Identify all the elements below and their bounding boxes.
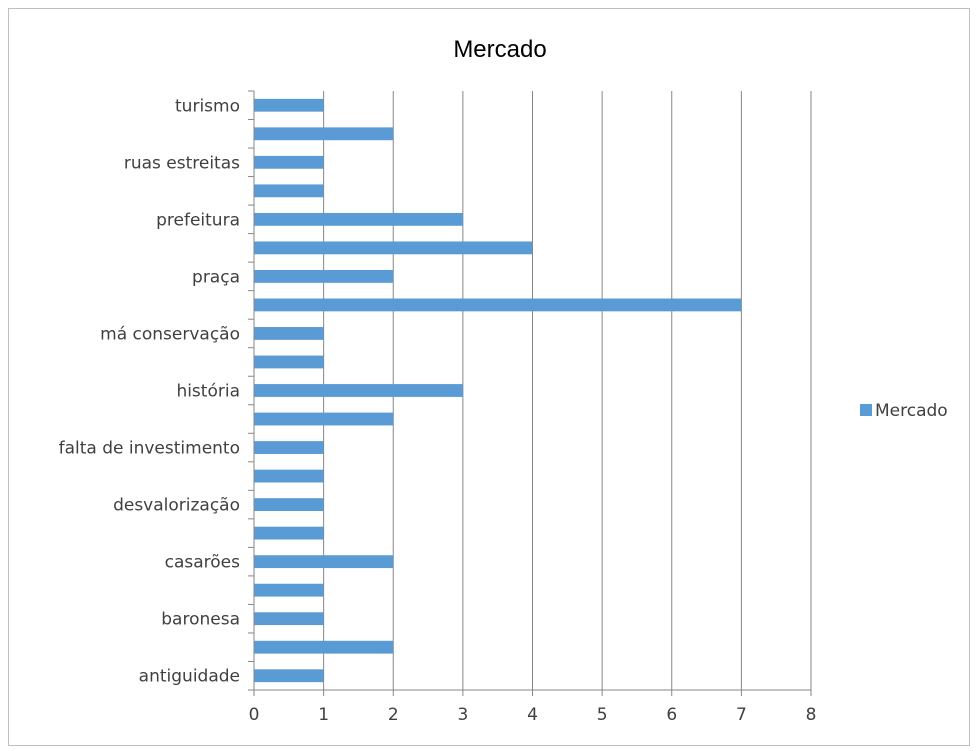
bar	[254, 298, 742, 312]
bar	[254, 98, 324, 112]
category-label: falta de investimento	[59, 439, 240, 459]
bar	[254, 469, 324, 483]
x-tick-label: 6	[666, 705, 677, 725]
bars	[254, 98, 742, 683]
x-tick-label: 5	[597, 705, 608, 725]
category-label: praça	[192, 267, 240, 287]
category-label: má conservação	[100, 324, 240, 344]
category-label: casarões	[165, 553, 241, 573]
category-label: baronesa	[161, 610, 240, 630]
chart-area: Mercado antiguidade baronesa casarões desva…	[8, 8, 970, 746]
bar	[254, 384, 463, 397]
category-label: turismo	[175, 96, 240, 116]
legend: Mercado	[860, 401, 948, 421]
bar	[254, 212, 463, 226]
bar	[254, 127, 394, 141]
category-label: história	[176, 382, 240, 402]
category-label: desvalorização	[113, 496, 240, 516]
x-tick-label: 0	[249, 705, 260, 725]
bar	[254, 355, 324, 369]
chart-title: Mercado	[453, 36, 546, 63]
category-label: prefeitura	[156, 210, 240, 230]
legend-label: Mercado	[875, 401, 948, 421]
bar	[254, 583, 324, 597]
bar	[254, 155, 324, 169]
x-tick-label: 2	[388, 705, 399, 725]
bar	[254, 241, 533, 255]
category-labels: antiguidade baronesa casarões desvalorizaçã…	[59, 96, 241, 686]
bar	[254, 669, 324, 683]
bar	[254, 184, 324, 198]
category-label: ruas estreitas	[124, 153, 240, 173]
bar	[254, 555, 394, 569]
bar-chart: Mercado antiguidade baronesa casarões desva…	[59, 36, 948, 725]
x-tick-label: 8	[806, 705, 817, 725]
axes	[248, 90, 812, 696]
x-tick-label: 7	[736, 705, 747, 725]
x-tick-label: 3	[457, 705, 468, 725]
bar	[254, 612, 324, 626]
bar	[254, 327, 324, 340]
bar	[254, 269, 394, 283]
x-tick-label: 1	[318, 705, 329, 725]
legend-swatch	[860, 404, 872, 416]
bar	[254, 526, 324, 540]
x-tick-labels: 0 1 2 3 4 5 6 7 8	[249, 705, 817, 725]
bar	[254, 412, 394, 426]
bar	[254, 640, 394, 654]
bar	[254, 498, 324, 512]
bar	[254, 441, 324, 454]
category-label: antiguidade	[139, 667, 240, 687]
x-tick-label: 4	[527, 705, 538, 725]
